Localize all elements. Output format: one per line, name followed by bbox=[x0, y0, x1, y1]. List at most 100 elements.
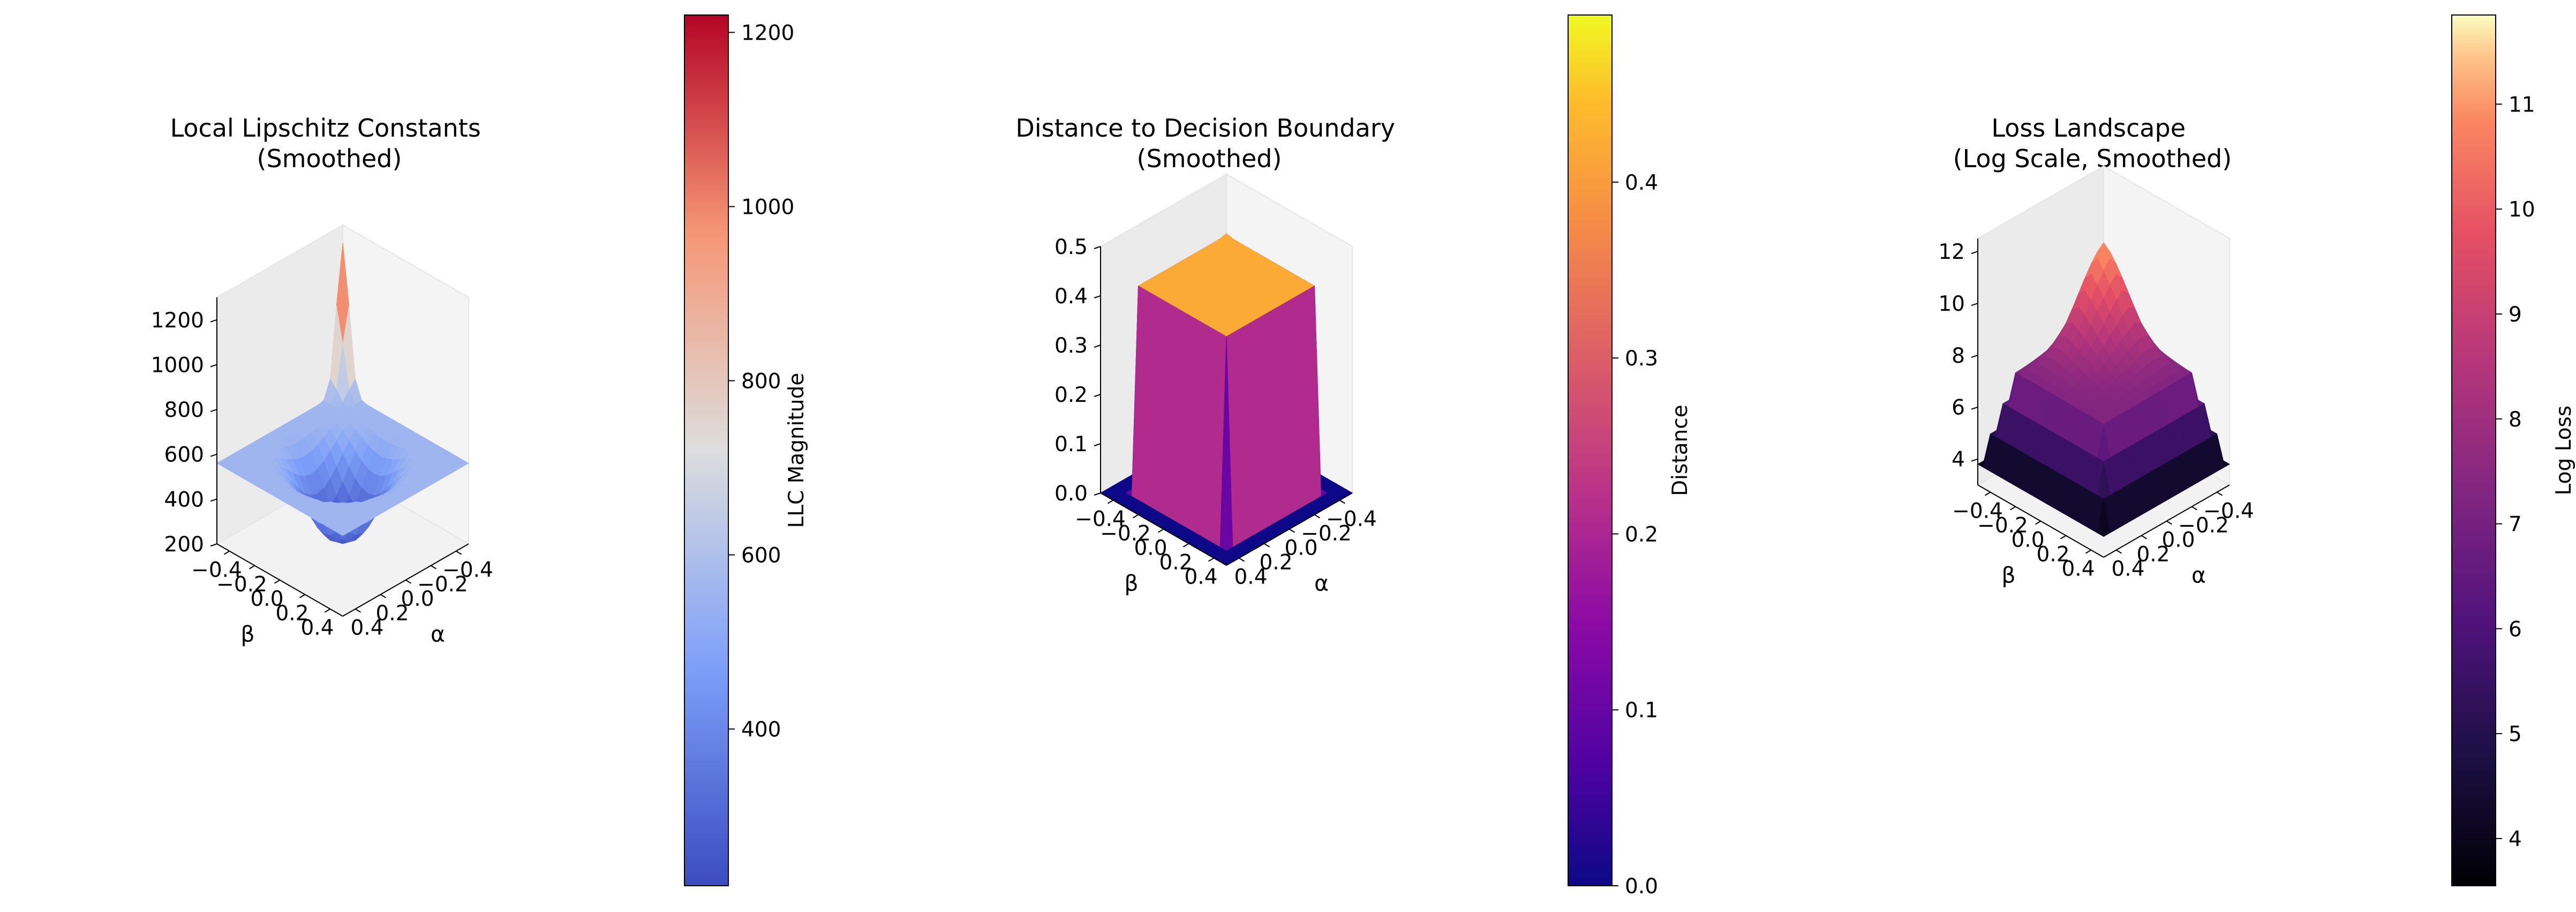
z-tick-label: 400 bbox=[164, 488, 204, 512]
colorbar-tick-label: 8 bbox=[2509, 408, 2522, 432]
z-tick-label: 600 bbox=[164, 443, 204, 467]
colorbar-tick-label: 0.1 bbox=[1625, 699, 1658, 723]
beta-tick-label: −0.4 bbox=[1075, 507, 1126, 532]
panel-distance: Distance to Decision Boundary (Smoothed)… bbox=[1015, 14, 1692, 899]
colorbar-tick-label: 0.2 bbox=[1625, 522, 1658, 547]
colorbar-tick-label: 5 bbox=[2509, 722, 2522, 746]
alpha-tick-label: −0.4 bbox=[1326, 507, 1377, 532]
alpha-tick bbox=[405, 579, 412, 584]
alpha-tick-label: 0.0 bbox=[1284, 536, 1317, 560]
z-tick-label: 800 bbox=[164, 398, 204, 422]
z-tick-label: 4 bbox=[1952, 448, 1965, 472]
beta-tick-label: 0.4 bbox=[2061, 557, 2095, 581]
beta-tick-label: −0.2 bbox=[216, 573, 267, 597]
beta-tick bbox=[1157, 528, 1164, 533]
z-tick-label: 0.0 bbox=[1054, 482, 1088, 506]
alpha-tick bbox=[380, 594, 387, 599]
beta-tick-label: 0.2 bbox=[2036, 543, 2069, 567]
beta-tick-label: 0.2 bbox=[1159, 551, 1192, 575]
colorbar-tick-label: 600 bbox=[741, 544, 781, 568]
alpha-tick-label: −0.2 bbox=[417, 573, 468, 597]
z-tick bbox=[1971, 354, 1978, 358]
alpha-tick-label: 0.2 bbox=[1259, 551, 1292, 575]
colorbar-label: Log Loss bbox=[2552, 406, 2576, 496]
axes: −0.4−0.20.00.20.4 α−0.4−0.20.00.20.4β2004… bbox=[151, 297, 493, 647]
beta-tick-label: 0.2 bbox=[275, 602, 308, 626]
panel-loss: Loss Landscape (Log Scale, Smoothed) −0.… bbox=[1938, 14, 2576, 886]
beta-tick bbox=[1984, 491, 1991, 496]
surface-patch bbox=[336, 528, 350, 536]
colorbar: 400 600 800 1000 1200 LLC Magnitude bbox=[684, 14, 809, 886]
alpha-tick bbox=[430, 565, 437, 570]
colorbar: 0.0 0.1 0.2 0.3 0.4 Distance bbox=[1568, 14, 1692, 899]
alpha-tick bbox=[1289, 528, 1295, 533]
beta-tick bbox=[274, 579, 281, 584]
beta-tick bbox=[248, 565, 255, 570]
z-tick-label: 0.2 bbox=[1054, 383, 1088, 407]
z-tick bbox=[1971, 406, 1978, 410]
colorbar-tick-label: 400 bbox=[741, 718, 781, 742]
chart-title: Distance to Decision Boundary (Smoothed) bbox=[1015, 114, 1403, 173]
colorbar-scale bbox=[684, 14, 729, 886]
alpha-tick-label: 0.2 bbox=[375, 602, 409, 626]
z-tick-label: 0.1 bbox=[1054, 432, 1088, 457]
alpha-tick bbox=[2115, 549, 2122, 554]
z-tick bbox=[210, 364, 217, 368]
alpha-tick bbox=[355, 608, 361, 613]
beta-tick bbox=[2035, 520, 2042, 525]
colorbar-tick-label: 800 bbox=[741, 370, 781, 394]
axes: −0.4−0.20.00.20.4 α−0.4−0.20.00.20.4β0.00… bbox=[1054, 235, 1377, 596]
beta-tick-label: 0.0 bbox=[1134, 536, 1167, 560]
beta-tick-label: −0.4 bbox=[1952, 499, 2003, 524]
alpha-tick-label: 0.0 bbox=[401, 587, 434, 611]
colorbar-tick-label: 0.0 bbox=[1625, 874, 1658, 899]
colorbar-tick-label: 1000 bbox=[741, 196, 794, 220]
colorbar: 4 5 6 7 8 9 10 11 Log Loss bbox=[2451, 14, 2576, 886]
z-tick bbox=[1971, 458, 1978, 462]
z-tick bbox=[210, 498, 217, 502]
surface-plot bbox=[1099, 233, 1353, 566]
beta-tick bbox=[1208, 557, 1215, 562]
z-tick bbox=[1971, 251, 1978, 255]
alpha-tick-label: −0.2 bbox=[1301, 522, 1352, 546]
beta-tick-label: −0.2 bbox=[1100, 522, 1151, 546]
z-tick-label: 10 bbox=[1938, 292, 1965, 316]
beta-axis-label: β bbox=[2001, 563, 2015, 588]
alpha-tick-label: −0.4 bbox=[442, 558, 493, 582]
z-tick bbox=[1094, 394, 1101, 397]
alpha-tick-label: 0.2 bbox=[2136, 543, 2170, 567]
alpha-axis-label: α bbox=[2191, 563, 2206, 588]
z-tick bbox=[210, 453, 217, 457]
beta-tick-label: 0.4 bbox=[1184, 565, 1217, 589]
z-tick-label: 1000 bbox=[151, 353, 204, 377]
z-tick bbox=[1094, 492, 1101, 496]
alpha-axis-label: α bbox=[431, 622, 445, 647]
colorbar-tick-label: 6 bbox=[2509, 617, 2522, 641]
z-tick bbox=[1094, 295, 1101, 298]
beta-tick bbox=[1132, 514, 1139, 519]
z-tick-label: 200 bbox=[164, 533, 204, 557]
z-tick-label: 0.4 bbox=[1054, 285, 1088, 309]
z-tick-label: 8 bbox=[1952, 344, 1965, 368]
z-tick-label: 0.3 bbox=[1054, 334, 1088, 358]
z-tick bbox=[210, 409, 217, 413]
colorbar-tick-label: 10 bbox=[2509, 198, 2535, 222]
colorbar-label: LLC Magnitude bbox=[785, 373, 809, 528]
beta-tick bbox=[1182, 543, 1189, 548]
beta-tick bbox=[223, 550, 230, 555]
colorbar-label: Distance bbox=[1668, 405, 1692, 496]
z-tick bbox=[210, 543, 217, 547]
z-tick-label: 1200 bbox=[151, 309, 204, 333]
beta-tick-label: 0.4 bbox=[300, 616, 334, 640]
alpha-tick-label: 0.4 bbox=[1234, 565, 1267, 589]
alpha-tick-label: 0.4 bbox=[2111, 557, 2144, 581]
colorbar-tick-label: 11 bbox=[2509, 93, 2535, 117]
surface-plot bbox=[216, 243, 470, 544]
chart-title: Local Lipschitz Constants (Smoothed) bbox=[170, 114, 489, 173]
beta-tick-label: 0.0 bbox=[2011, 528, 2044, 552]
alpha-tick bbox=[455, 550, 462, 555]
alpha-tick-label: −0.4 bbox=[2203, 499, 2254, 524]
alpha-tick bbox=[1263, 543, 1270, 548]
surface-patch bbox=[2097, 499, 2111, 537]
alpha-tick-label: 0.4 bbox=[350, 616, 383, 640]
